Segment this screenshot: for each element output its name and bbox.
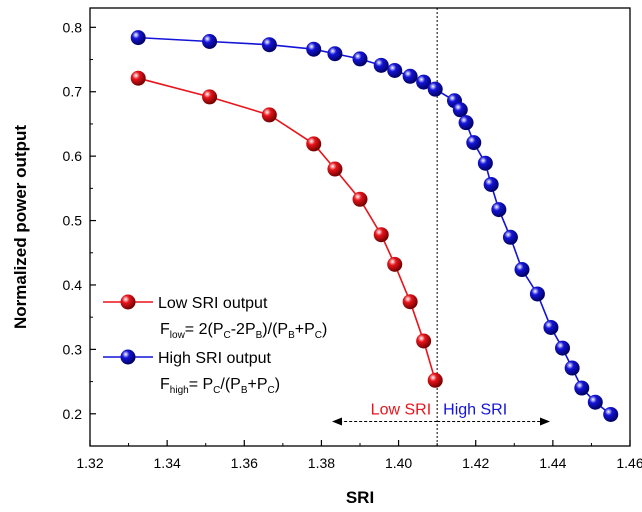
data-point-low-sri: [130, 70, 146, 86]
data-point-high-sri: [458, 115, 474, 131]
low-sri-region-label: Low SRI: [371, 402, 431, 419]
x-axis-title: SRI: [346, 488, 374, 507]
y-tick-label: 0.4: [63, 277, 83, 293]
legend-label-low-sri: Low SRI output: [158, 295, 268, 312]
data-point-high-sri: [387, 62, 403, 78]
data-point-high-sri: [564, 360, 580, 376]
data-point-low-sri: [352, 191, 368, 207]
data-point-high-sri: [327, 46, 343, 62]
data-point-low-sri: [373, 227, 389, 243]
data-point-high-sri: [477, 155, 493, 171]
data-point-high-sri: [529, 286, 545, 302]
data-point-low-sri: [306, 136, 322, 152]
data-point-high-sri: [491, 202, 507, 218]
data-point-high-sri: [543, 319, 559, 335]
x-tick-label: 1.38: [308, 455, 335, 471]
data-point-high-sri: [452, 102, 468, 118]
data-point-low-sri: [261, 107, 277, 123]
data-point-high-sri: [587, 394, 603, 410]
data-point-high-sri: [202, 33, 218, 49]
x-tick-label: 1.40: [385, 455, 412, 471]
data-point-high-sri: [306, 41, 322, 57]
data-point-low-sri: [402, 294, 418, 310]
legend-formula-low-sri: Flow= 2(PC-2PB)/(PB+PC): [160, 321, 327, 341]
data-point-high-sri: [130, 30, 146, 46]
y-tick-label: 0.2: [63, 406, 83, 422]
data-point-low-sri: [202, 89, 218, 105]
data-point-high-sri: [402, 68, 418, 84]
data-point-high-sri: [373, 57, 389, 73]
x-tick-label: 1.36: [231, 455, 258, 471]
x-tick-label: 1.32: [76, 455, 103, 471]
data-point-high-sri: [483, 176, 499, 192]
y-tick-label: 0.3: [63, 341, 83, 357]
data-point-high-sri: [466, 135, 482, 151]
x-tick-label: 1.42: [462, 455, 489, 471]
legend-marker-low-sri: [120, 294, 136, 310]
y-tick-label: 0.8: [63, 19, 83, 35]
high-sri-region-label: High SRI: [443, 402, 507, 419]
x-tick-label: 1.46: [616, 455, 642, 471]
data-point-high-sri: [261, 37, 277, 53]
x-tick-label: 1.34: [154, 455, 181, 471]
y-tick-label: 0.7: [63, 84, 83, 100]
legend-marker-high-sri: [120, 349, 136, 365]
y-tick-label: 0.5: [63, 213, 83, 229]
x-tick-label: 1.44: [539, 455, 566, 471]
y-axis-title: Normalized power output: [11, 125, 30, 329]
data-point-high-sri: [416, 74, 432, 90]
data-point-high-sri: [352, 51, 368, 67]
data-point-low-sri: [387, 256, 403, 272]
data-point-high-sri: [502, 229, 518, 245]
data-point-low-sri: [327, 161, 343, 177]
data-point-high-sri: [427, 81, 443, 97]
data-point-high-sri: [603, 406, 619, 422]
data-point-low-sri: [427, 372, 443, 388]
plot-area-frame: [89, 7, 631, 447]
legend-label-high-sri: High SRI output: [158, 350, 272, 367]
data-point-high-sri: [574, 380, 590, 396]
data-point-low-sri: [416, 333, 432, 349]
data-point-high-sri: [555, 340, 570, 356]
data-point-high-sri: [514, 262, 530, 278]
y-tick-label: 0.6: [63, 148, 83, 164]
legend-formula-high-sri: Fhigh= PC/(PB+PC): [160, 376, 280, 396]
